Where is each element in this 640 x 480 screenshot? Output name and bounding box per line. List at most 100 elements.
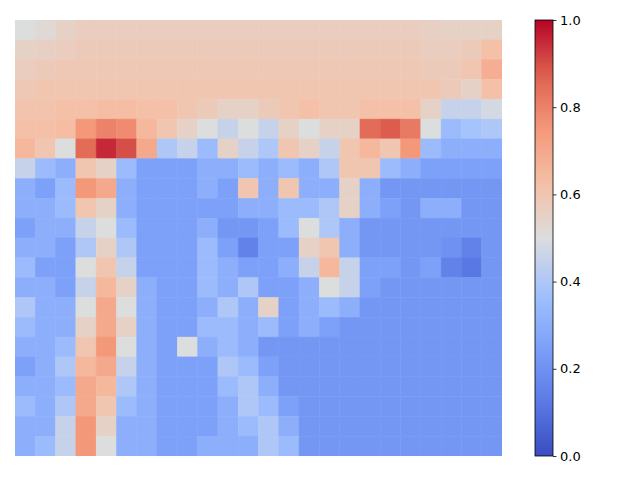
heatmap-cell [137,416,157,436]
heatmap-cell [441,60,461,80]
heatmap-cell [76,198,96,218]
heatmap-cell [96,278,116,298]
heatmap-cell [360,416,380,436]
heatmap-cell [299,377,319,397]
heatmap-cell [238,218,258,238]
heatmap-cell [360,40,380,60]
heatmap-cell [35,20,55,40]
heatmap-cell [157,436,177,456]
heatmap-cell [15,377,35,397]
heatmap-cell [482,179,502,199]
heatmap-cell [116,397,136,417]
heatmap-cell [380,436,400,456]
heatmap-cell [259,337,279,357]
heatmap-cell [198,337,218,357]
colorbar-tick-label: 0.4 [560,274,581,289]
heatmap-cell [198,79,218,99]
heatmap-cell [461,179,481,199]
heatmap-cell [177,179,197,199]
heatmap-cell [482,317,502,337]
heatmap-cell [218,179,238,199]
heatmap-cell [56,20,76,40]
heatmap-cell [35,317,55,337]
heatmap-cell [279,179,299,199]
heatmap-cell [35,119,55,139]
heatmap-cell [238,159,258,179]
heatmap-cell [218,357,238,377]
heatmap-cell [441,278,461,298]
heatmap-cell [360,218,380,238]
heatmap-cell [482,377,502,397]
heatmap-cell [116,278,136,298]
colorbar-tick: 0.0 [553,449,581,464]
heatmap-cell [461,20,481,40]
heatmap-cell [157,278,177,298]
heatmap-cell [441,119,461,139]
heatmap-cell [380,119,400,139]
heatmap-cell [116,238,136,258]
heatmap-cell [259,119,279,139]
heatmap-cell [279,317,299,337]
heatmap-cell [482,397,502,417]
heatmap-cell [259,139,279,159]
heatmap-cell [35,278,55,298]
heatmap-cell [299,416,319,436]
heatmap-cell [319,198,339,218]
heatmap-cell [198,139,218,159]
heatmap-cell [238,337,258,357]
heatmap-cell [360,337,380,357]
heatmap-cell [259,377,279,397]
heatmap-cell [401,40,421,60]
heatmap-cell [177,119,197,139]
heatmap-cell [259,179,279,199]
heatmap-cell [198,99,218,119]
heatmap-cell [482,218,502,238]
heatmap-cell [56,397,76,417]
heatmap-cell [15,397,35,417]
colorbar-tick: 0.2 [553,361,581,376]
heatmap-cell [35,60,55,80]
heatmap-cell [238,317,258,337]
heatmap-cell [218,198,238,218]
heatmap-cell [15,297,35,317]
colorbar-frame [535,20,553,456]
heatmap-cell [259,357,279,377]
heatmap-cell [15,258,35,278]
heatmap-cell [56,436,76,456]
colorbar-tick-mark [553,456,557,457]
heatmap-cell [259,20,279,40]
heatmap-cell [441,258,461,278]
heatmap-cell [218,337,238,357]
heatmap-cell [238,416,258,436]
heatmap-cell [279,60,299,80]
colorbar-tick-mark [553,20,557,21]
heatmap-cell [198,218,218,238]
heatmap-cell [319,218,339,238]
heatmap-cell [137,317,157,337]
heatmap-cell [340,416,360,436]
heatmap-cell [319,139,339,159]
heatmap-cell [15,416,35,436]
heatmap-cell [461,317,481,337]
heatmap-cell [177,139,197,159]
colorbar-tick-label: 0.8 [560,100,581,115]
heatmap-cell [299,436,319,456]
heatmap-cell [299,119,319,139]
heatmap-cell [15,179,35,199]
heatmap-cell [198,416,218,436]
heatmap-cell [299,317,319,337]
heatmap-cell [441,357,461,377]
heatmap-cell [76,79,96,99]
heatmap-cell [96,198,116,218]
heatmap-cell [279,377,299,397]
heatmap-cell [360,436,380,456]
heatmap-cell [279,397,299,417]
heatmap-cell [96,297,116,317]
heatmap-cell [96,179,116,199]
heatmap-cell [340,139,360,159]
heatmap-cell [441,317,461,337]
heatmap-cell [360,79,380,99]
heatmap-cell [259,416,279,436]
heatmap-cell [56,317,76,337]
heatmap-cell [76,139,96,159]
